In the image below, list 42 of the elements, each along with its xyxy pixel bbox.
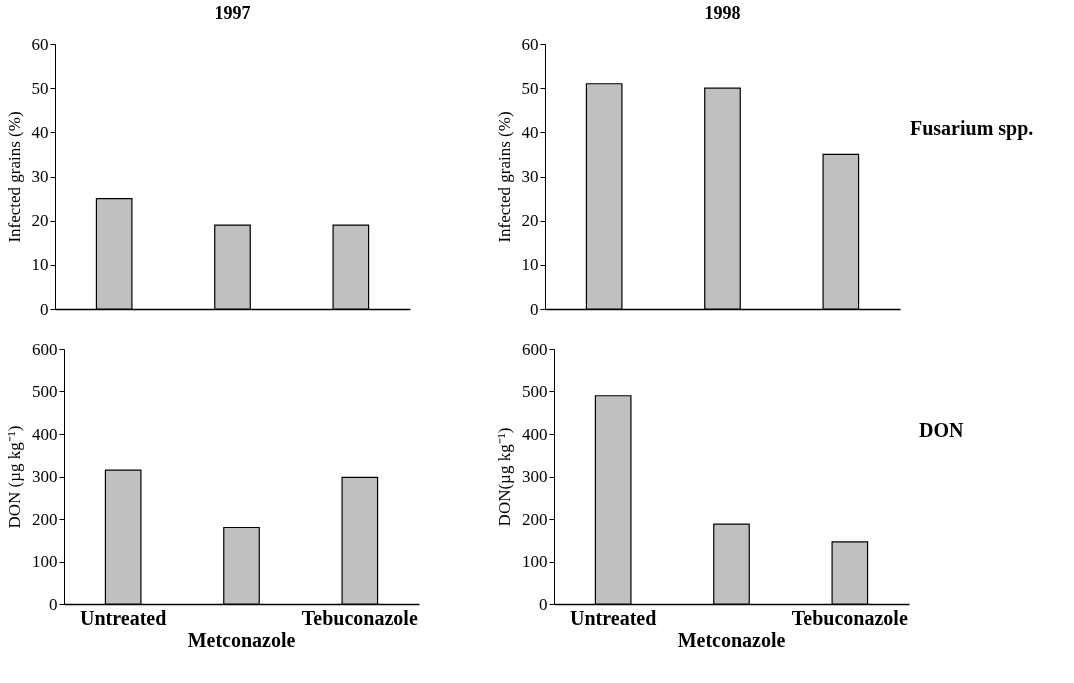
y-tick-label: 20 — [521, 211, 539, 231]
y-tick-label: 400 — [32, 424, 58, 444]
x-tick-label: Untreated — [80, 606, 167, 629]
y-tick-label: 300 — [522, 467, 548, 486]
x-tick-label: Metconazole — [677, 628, 786, 651]
x-tick-label: Metconazole — [187, 628, 296, 651]
y-tick-label: 100 — [522, 552, 548, 571]
y-tick-label: 40 — [521, 122, 539, 142]
y-tick-label: 600 — [32, 339, 58, 359]
y-tick-label: 50 — [521, 78, 539, 98]
x-tick-label: Tebuconazole — [791, 606, 908, 629]
y-tick-label: 100 — [32, 552, 58, 571]
y-tick-label: 600 — [522, 339, 548, 359]
y-axis-title: DON (µg kg⁻¹) — [5, 425, 24, 529]
y-tick-label: 500 — [32, 382, 58, 401]
y-tick-label: 20 — [31, 211, 49, 231]
y-tick-label: 60 — [521, 34, 539, 54]
x-tick-label: Untreated — [570, 606, 657, 629]
y-tick-label: 0 — [49, 594, 58, 614]
text: Fusarium spp. — [910, 116, 1034, 140]
y-axis-title: Infected grains (%) — [4, 111, 24, 243]
y-tick-label: 300 — [32, 467, 58, 486]
y-axis-title: DON(µg kg⁻¹) — [495, 427, 514, 527]
y-tick-label: 400 — [522, 424, 548, 444]
y-tick-label: 30 — [521, 167, 539, 186]
text: DON — [919, 418, 964, 441]
y-tick-label: 10 — [521, 255, 539, 275]
y-tick-label: 200 — [522, 509, 548, 529]
chart-title: 1998 — [704, 3, 741, 23]
y-tick-label: 0 — [40, 299, 49, 319]
y-tick-label: 40 — [31, 122, 49, 142]
y-tick-label: 60 — [31, 34, 49, 54]
y-axis-title: Infected grains (%) — [494, 111, 514, 243]
y-tick-label: 50 — [31, 78, 49, 98]
y-tick-label: 10 — [31, 255, 49, 275]
y-tick-label: 200 — [32, 509, 58, 529]
y-tick-label: 30 — [31, 167, 49, 186]
chart-title: 1997 — [214, 3, 251, 23]
y-tick-label: 0 — [539, 594, 548, 614]
y-tick-label: 500 — [522, 382, 548, 401]
y-tick-label: 0 — [530, 299, 539, 319]
x-tick-label: Tebuconazole — [301, 606, 418, 629]
